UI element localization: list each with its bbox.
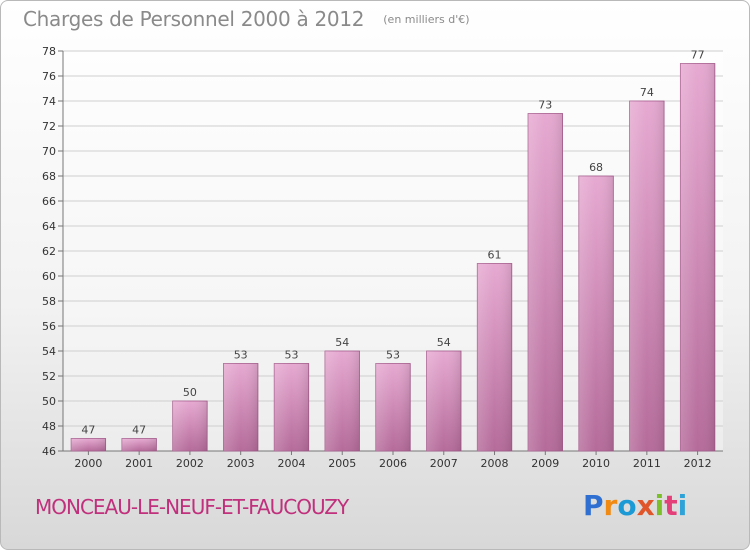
bar-shade: [578, 176, 614, 451]
logo-letter: o: [617, 489, 637, 522]
y-tick-label: 72: [42, 120, 56, 133]
x-tick-label: 2006: [379, 457, 407, 470]
y-tick-label: 46: [42, 445, 56, 458]
x-tick-label: 2004: [277, 457, 305, 470]
bar-value-label: 54: [335, 336, 349, 349]
x-tick-label: 2002: [176, 457, 204, 470]
x-tick-label: 2005: [328, 457, 356, 470]
town-name: MONCEAU-LE-NEUF-ET-FAUCOUZY: [35, 495, 349, 519]
proxiti-logo[interactable]: Proxiti: [583, 489, 687, 522]
y-tick-label: 56: [42, 320, 56, 333]
x-tick-label: 2001: [125, 457, 153, 470]
bar-shade: [324, 351, 360, 451]
x-tick-label: 2010: [582, 457, 610, 470]
logo-letter: i: [654, 489, 665, 522]
y-tick-label: 76: [42, 70, 56, 83]
bar-value-label: 73: [538, 99, 552, 112]
bar-value-label: 53: [234, 349, 248, 362]
data-labels: 47 47 50 53 53 54 53 54 61 73 68 74 77: [81, 49, 704, 437]
chart-unit: (en milliers d'€): [383, 13, 470, 26]
y-tick-label: 70: [42, 145, 56, 158]
y-tick-label: 58: [42, 295, 56, 308]
x-tick-label: 2012: [684, 457, 712, 470]
bar-value-label: 68: [589, 161, 603, 174]
bar-value-label: 74: [640, 86, 654, 99]
bar-value-label: 54: [437, 336, 451, 349]
bar-value-label: 53: [284, 349, 298, 362]
y-tick-label: 52: [42, 370, 56, 383]
y-tick-label: 62: [42, 245, 56, 258]
chart-title: Charges de Personnel 2000 à 2012: [23, 7, 365, 31]
x-tick-label: 2008: [481, 457, 509, 470]
bar-shade: [477, 263, 512, 451]
bar-value-label: 47: [132, 424, 146, 437]
logo-letter: i: [677, 489, 688, 522]
x-tick-label: 2011: [633, 457, 661, 470]
title-row: Charges de Personnel 2000 à 2012 (en mil…: [23, 7, 470, 31]
bar-shade: [426, 351, 462, 451]
bar-shade: [528, 113, 563, 451]
y-tick-label: 48: [42, 420, 56, 433]
bar-shade: [71, 438, 106, 451]
bar-shade: [680, 63, 715, 451]
x-tick-label: 2007: [430, 457, 458, 470]
y-tick-label: 66: [42, 195, 56, 208]
y-tick-label: 78: [42, 45, 56, 58]
y-tick-label: 54: [42, 345, 56, 358]
bar-shade: [223, 363, 258, 451]
bar-shade: [375, 363, 411, 451]
bar-value-label: 61: [488, 249, 502, 262]
bars: [70, 63, 716, 452]
logo-letter: x: [636, 489, 655, 522]
x-tick-label: 2003: [227, 457, 255, 470]
bar-shade: [121, 438, 157, 451]
logo-letter: P: [583, 489, 604, 522]
x-tick-label: 2000: [74, 457, 102, 470]
y-tick-label: 60: [42, 270, 56, 283]
y-tick-label: 68: [42, 170, 56, 183]
y-tick-label: 50: [42, 395, 56, 408]
bar-shade: [172, 401, 208, 451]
x-tick-label: 2009: [531, 457, 559, 470]
bar-shade: [274, 363, 309, 451]
bar-shade: [629, 101, 665, 451]
bar-value-label: 77: [691, 49, 705, 62]
bar-value-label: 50: [183, 386, 197, 399]
logo-letter: r: [603, 489, 618, 522]
y-tick-label: 64: [42, 220, 56, 233]
bar-value-label: 47: [81, 424, 95, 437]
logo-letter: t: [664, 489, 678, 522]
bar-value-label: 53: [386, 349, 400, 362]
y-tick-label: 74: [42, 95, 56, 108]
